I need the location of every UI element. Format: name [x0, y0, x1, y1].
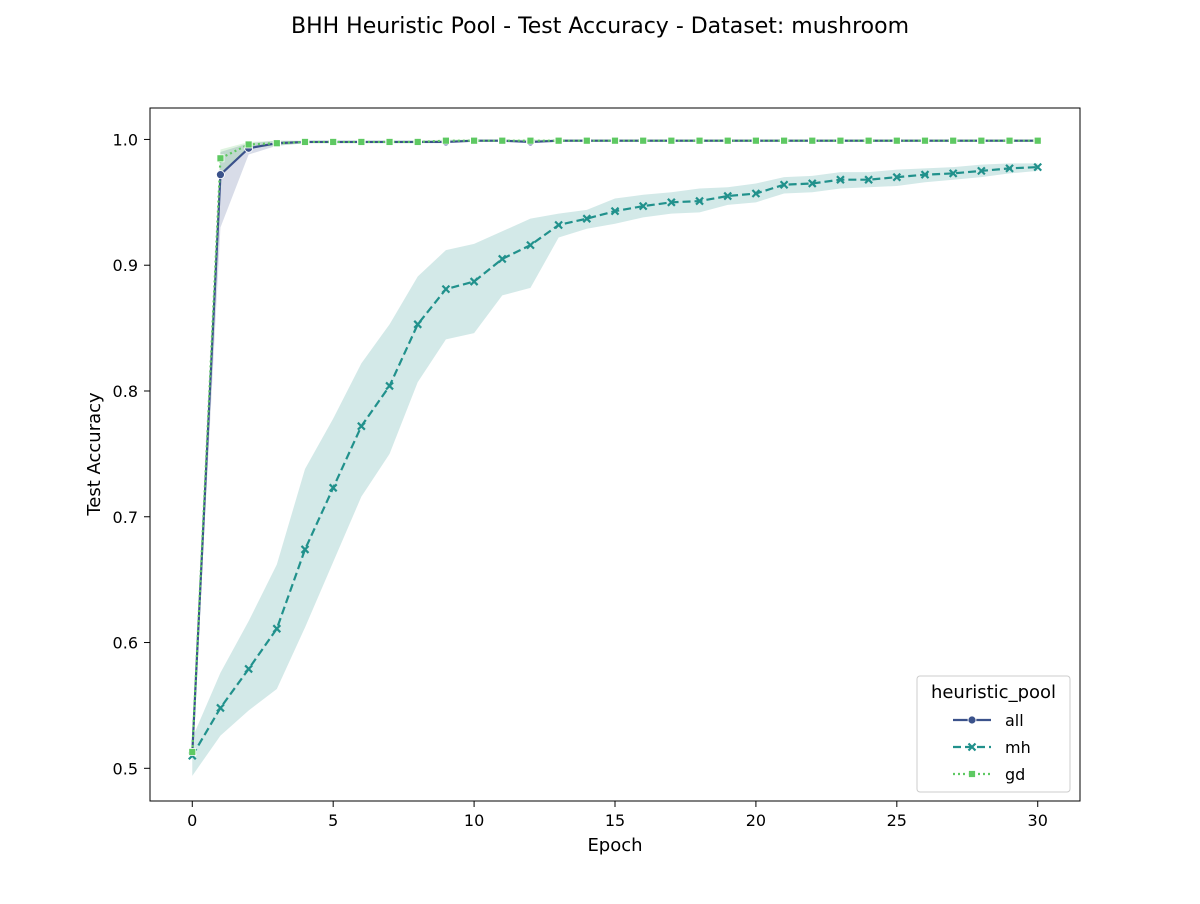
data-point-mh	[357, 421, 366, 431]
data-point-gd	[1033, 136, 1042, 145]
x-tick-label: 5	[328, 811, 338, 830]
series-markers	[187, 136, 1043, 760]
x-tick-label: 25	[887, 811, 907, 830]
data-point-mh	[638, 201, 648, 211]
data-point-mh	[526, 240, 535, 250]
y-tick-label: 0.7	[113, 508, 138, 527]
x-tick-label: 15	[605, 811, 625, 830]
data-point-gd	[808, 136, 817, 145]
x-tick-label: 30	[1028, 811, 1048, 830]
confidence-bands	[192, 139, 1038, 776]
data-point-gd	[216, 154, 225, 163]
legend-label-all: all	[1005, 711, 1024, 730]
data-point-mh	[836, 175, 845, 184]
data-point-mh	[272, 624, 282, 633]
data-point-mh	[695, 196, 704, 206]
data-point-gd	[892, 136, 901, 145]
data-point-mh	[216, 703, 225, 713]
data-point-gd	[301, 138, 309, 146]
data-point-mh	[582, 214, 592, 223]
data-point-gd	[385, 138, 394, 146]
data-point-mh	[300, 545, 310, 554]
data-point-mh	[948, 169, 958, 178]
data-point-gd	[1005, 136, 1014, 145]
data-point-gd	[695, 136, 704, 145]
data-point-mh	[610, 206, 620, 216]
y-axis: 0.5 0.6 0.7 0.8 0.9 1.0	[113, 130, 150, 778]
legend-box	[916, 675, 1071, 793]
data-point-mh	[864, 175, 873, 184]
data-point-gd	[582, 136, 591, 145]
data-point-mh	[977, 166, 986, 176]
data-point-gd	[921, 136, 929, 145]
data-point-gd	[357, 138, 366, 146]
legend-marker-gd	[968, 770, 976, 778]
data-point-gd	[526, 136, 535, 145]
x-tick-label: 20	[746, 811, 766, 830]
data-point-gd	[639, 136, 648, 145]
data-point-gd	[977, 136, 986, 145]
data-point-mh	[892, 172, 902, 182]
x-tick-label: 0	[187, 811, 197, 830]
data-point-gd	[244, 140, 253, 149]
confidence-band-mh	[192, 163, 1038, 776]
data-point-gd	[413, 138, 422, 146]
y-tick-label: 0.6	[113, 634, 138, 653]
data-point-mh	[244, 664, 253, 674]
data-point-gd	[554, 136, 563, 145]
y-tick-label: 0.9	[113, 256, 138, 275]
data-point-mh	[1005, 164, 1014, 173]
legend-title: heuristic_pool	[931, 682, 1056, 703]
legend-marker-all	[967, 715, 977, 725]
data-point-gd	[611, 136, 619, 145]
data-point-mh	[807, 179, 817, 188]
data-point-mh	[779, 180, 789, 189]
legend-marker-mh	[967, 742, 977, 752]
y-tick-label: 0.8	[113, 382, 138, 401]
data-point-gd	[498, 136, 507, 145]
data-point-gd	[272, 139, 281, 148]
data-point-mh	[469, 277, 479, 286]
data-point-mh	[667, 198, 676, 207]
data-point-gd	[864, 136, 873, 145]
data-point-mh	[328, 483, 338, 493]
data-point-gd	[667, 136, 676, 145]
x-axis: 0 5 10 15 20 25 30	[187, 801, 1048, 830]
data-point-mh	[1033, 162, 1043, 172]
x-tick-label: 10	[464, 811, 484, 830]
data-point-gd	[780, 136, 788, 145]
legend-label-mh: mh	[1005, 738, 1031, 757]
legend-label-gd: gd	[1005, 765, 1025, 784]
data-point-gd	[329, 138, 338, 146]
data-point-mh	[554, 220, 563, 230]
data-point-gd	[723, 136, 732, 145]
data-point-gd	[470, 136, 478, 145]
data-point-mh	[497, 254, 507, 264]
chart-title: BHH Heuristic Pool - Test Accuracy - Dat…	[290, 14, 909, 39]
y-tick-label: 0.5	[113, 759, 138, 778]
data-point-mh	[751, 189, 761, 198]
data-point-gd	[442, 136, 450, 145]
data-point-mh	[723, 191, 733, 201]
data-point-gd	[949, 136, 958, 145]
data-point-gd	[188, 748, 197, 756]
data-point-mh	[413, 320, 423, 329]
data-point-gd	[836, 136, 845, 145]
data-point-mh	[385, 381, 394, 391]
y-tick-label: 1.0	[113, 130, 138, 149]
data-point-mh	[920, 170, 930, 179]
y-axis-label: Test Accuracy	[84, 392, 105, 517]
data-point-gd	[752, 136, 760, 145]
data-point-mh	[441, 284, 451, 294]
data-point-all	[216, 170, 225, 180]
x-axis-label: Epoch	[587, 835, 642, 856]
